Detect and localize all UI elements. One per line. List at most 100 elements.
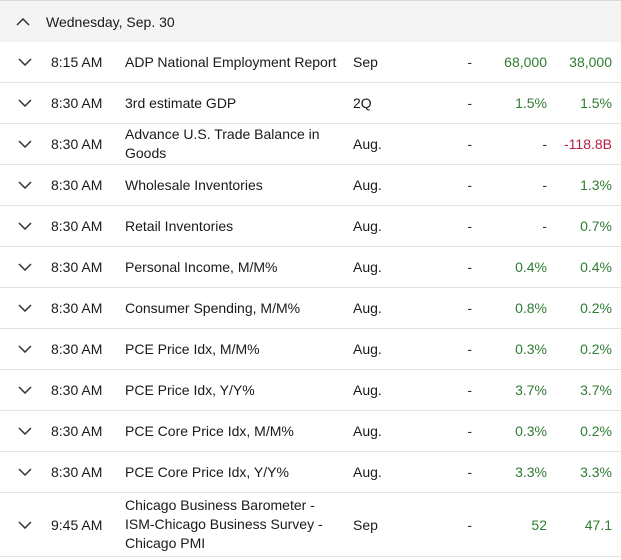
event-actual: 0.2% [580,300,612,316]
event-time: 8:30 AM [51,341,103,357]
event-consensus: 0.8% [515,300,547,316]
event-time: 8:30 AM [51,177,103,193]
chevron-down-icon[interactable] [14,411,36,451]
event-row[interactable]: 8:30 AM PCE Core Price Idx, M/M% Aug. - 0.3%… [0,411,621,452]
event-row[interactable]: 8:30 AM 3rd estimate GDP 2Q - 1.5% 1.5% [0,83,621,124]
chevron-down-icon[interactable] [14,206,36,246]
event-actual: 0.7% [580,218,612,234]
event-name[interactable]: PCE Core Price Idx, Y/Y% [125,463,289,480]
chevron-down-icon[interactable] [14,452,36,492]
event-name[interactable]: Personal Income, M/M% [125,258,278,275]
event-consensus: - [542,136,547,152]
event-row[interactable]: 9:45 AM Chicago Business Barometer - ISM-… [0,493,621,557]
event-period: Aug. [353,423,382,439]
event-previous: - [467,464,472,480]
event-actual: 1.5% [580,95,612,111]
event-period: Sep [353,54,378,70]
event-name[interactable]: Chicago Business Barometer - ISM-Chicago… [125,497,323,551]
event-name[interactable]: Retail Inventories [125,217,234,234]
event-previous: - [467,259,472,275]
event-previous: - [467,423,472,439]
chevron-down-icon[interactable] [14,370,36,410]
chevron-down-icon[interactable] [14,42,36,82]
event-period: Aug. [353,136,382,152]
event-name[interactable]: PCE Price Idx, Y/Y% [125,381,255,398]
event-row[interactable]: 8:30 AM Retail Inventories Aug. - - 0.7% [0,206,621,247]
event-consensus: 0.3% [515,341,547,357]
event-previous: - [467,95,472,111]
event-time: 8:30 AM [51,300,103,316]
chevron-down-icon[interactable] [14,493,36,556]
day-title: Wednesday, Sep. 30 [46,13,175,30]
event-actual: 38,000 [569,54,612,70]
event-name[interactable]: ADP National Employment Report [125,53,337,70]
event-time: 9:45 AM [51,516,103,533]
event-actual: -118.8B [564,136,612,152]
event-row[interactable]: 8:30 AM Personal Income, M/M% Aug. - 0.4% 0.4… [0,247,621,288]
event-row[interactable]: 8:30 AM PCE Price Idx, M/M% Aug. - 0.3% 0.2% [0,329,621,370]
event-row[interactable]: 8:30 AM Advance U.S. Trade Balance in Goo… [0,124,621,165]
event-name[interactable]: Wholesale Inventories [125,176,263,193]
chevron-down-icon[interactable] [14,165,36,205]
event-previous: - [467,382,472,398]
event-consensus: 52 [531,516,547,533]
event-period: Sep [353,516,378,533]
event-consensus: 3.3% [515,464,547,480]
event-time: 8:30 AM [51,136,103,152]
chevron-down-icon[interactable] [14,288,36,328]
day-header[interactable]: Wednesday, Sep. 30 [0,0,621,42]
event-actual: 1.3% [580,177,612,193]
event-name[interactable]: PCE Core Price Idx, M/M% [125,422,294,439]
event-consensus: 3.7% [515,382,547,398]
event-time: 8:30 AM [51,95,103,111]
event-time: 8:30 AM [51,464,103,480]
event-name[interactable]: Advance U.S. Trade Balance in Goods [125,126,320,161]
event-time: 8:30 AM [51,218,103,234]
event-row[interactable]: 8:15 AM ADP National Employment Report Sep… [0,42,621,83]
event-period: Aug. [353,341,382,357]
event-row[interactable]: 8:30 AM Consumer Spending, M/M% Aug. - 0.8% 0… [0,288,621,329]
event-consensus: 0.3% [515,423,547,439]
event-row[interactable]: 8:30 AM PCE Price Idx, Y/Y% Aug. - 3.7% 3.7% [0,370,621,411]
event-previous: - [467,177,472,193]
chevron-down-icon[interactable] [14,124,36,164]
event-period: 2Q [353,95,372,111]
event-previous: - [467,218,472,234]
event-list: 8:15 AM ADP National Employment Report Sep… [0,42,621,557]
event-time: 8:30 AM [51,423,103,439]
event-previous: - [467,300,472,316]
event-time: 8:30 AM [51,382,103,398]
event-time: 8:15 AM [51,54,103,70]
event-consensus: 68,000 [504,54,547,70]
event-name[interactable]: 3rd estimate GDP [125,94,237,111]
event-consensus: 1.5% [515,95,547,111]
event-actual: 3.3% [580,464,612,480]
event-previous: - [467,341,472,357]
event-row[interactable]: 8:30 AM Wholesale Inventories Aug. - - 1.3% [0,165,621,206]
event-period: Aug. [353,464,382,480]
event-period: Aug. [353,177,382,193]
event-actual: 0.4% [580,259,612,275]
event-period: Aug. [353,382,382,398]
event-consensus: - [542,218,547,234]
event-previous: - [467,136,472,152]
event-period: Aug. [353,259,382,275]
event-previous: - [467,54,472,70]
event-actual: 47.1 [584,516,612,533]
event-name[interactable]: PCE Price Idx, M/M% [125,340,260,357]
event-period: Aug. [353,300,382,316]
event-previous: - [467,516,472,533]
event-row[interactable]: 8:30 AM PCE Core Price Idx, Y/Y% Aug. - 3.3%… [0,452,621,493]
event-consensus: - [542,177,547,193]
chevron-down-icon[interactable] [14,247,36,287]
event-name[interactable]: Consumer Spending, M/M% [125,299,301,316]
chevron-up-icon[interactable] [0,17,46,26]
chevron-down-icon[interactable] [14,83,36,123]
event-consensus: 0.4% [515,259,547,275]
chevron-down-icon[interactable] [14,329,36,369]
event-actual: 0.2% [580,341,612,357]
event-actual: 0.2% [580,423,612,439]
event-actual: 3.7% [580,382,612,398]
event-period: Aug. [353,218,382,234]
